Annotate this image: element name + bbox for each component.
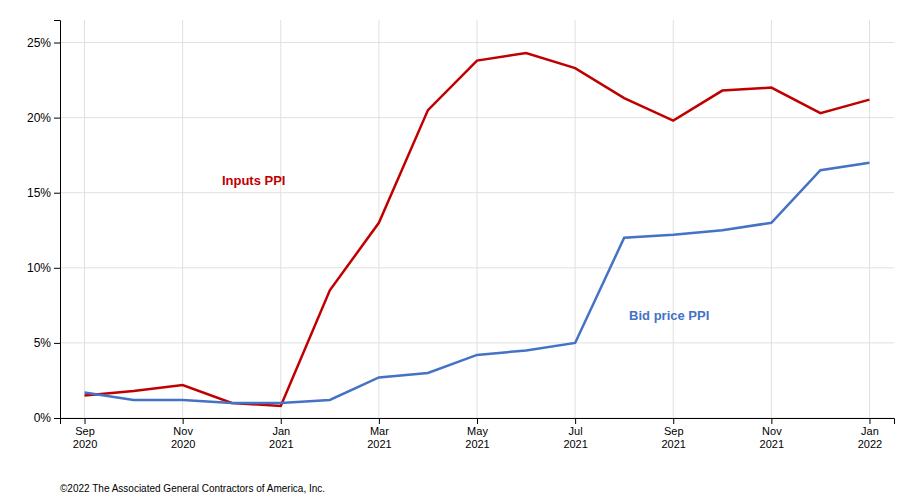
x-tick-mark — [673, 418, 674, 424]
annotations: Inputs PPI Bid price PPI — [222, 173, 709, 323]
x-tick: Nov2020 — [171, 418, 195, 450]
x-tick-label-line: 2021 — [563, 438, 587, 450]
x-tick: Nov2021 — [760, 418, 784, 450]
x-tick-mark — [183, 418, 184, 424]
x-tick-label: Sep2021 — [661, 425, 685, 450]
lines — [85, 53, 870, 406]
y-tick: 15% — [27, 186, 60, 200]
x-tick-label-line: Sep — [75, 425, 95, 437]
y-tick-mark — [54, 268, 60, 269]
x-tick-label: Jan2021 — [269, 425, 293, 450]
y-tick-mark — [54, 118, 60, 119]
x-tick-label-line: 2021 — [367, 438, 391, 450]
x-tick-label-line: May — [467, 425, 488, 437]
x-grid-line — [771, 20, 772, 418]
x-tick-mark — [379, 418, 380, 424]
x-tick-mark — [771, 418, 772, 424]
x-tick-label-line: 2020 — [171, 438, 195, 450]
x-tick-label-line: Jan — [861, 425, 879, 437]
x-tick-label-line: 2020 — [73, 438, 97, 450]
x-tick: Jan2021 — [269, 418, 293, 450]
annotation: Bid price PPI — [629, 308, 709, 323]
x-tick-mark — [869, 418, 870, 424]
x-tick: Sep2021 — [661, 418, 685, 450]
x-tick-label: Nov2021 — [760, 425, 784, 450]
y-tick-mark — [54, 193, 60, 194]
x-tick-label-line: 2022 — [858, 438, 882, 450]
x-tick-mark — [85, 418, 86, 424]
chart-container: 0%5%10%15%20%25%Sep2020Nov2020Jan2021Mar… — [0, 0, 919, 498]
chart-svg: 0%5%10%15%20%25%Sep2020Nov2020Jan2021Mar… — [0, 0, 919, 498]
x-tick-label: May2021 — [465, 425, 489, 450]
y-tick-label: 0% — [34, 411, 52, 425]
y-tick-mark — [54, 43, 60, 44]
y-tick-label: 25% — [27, 36, 51, 50]
annotation: Inputs PPI — [222, 173, 286, 188]
x-tick-mark — [575, 418, 576, 424]
x-tick: Mar2021 — [367, 418, 391, 450]
x-grid-line — [673, 20, 674, 418]
x-tick-label: Nov2020 — [171, 425, 195, 450]
x-tick-label: Mar2021 — [367, 425, 391, 450]
series-line — [85, 163, 870, 403]
y-tick-label: 15% — [27, 186, 51, 200]
x-grid-line — [477, 20, 478, 418]
y-tick: 0% — [34, 411, 60, 425]
x-grid-line — [182, 20, 183, 418]
plot-area: 0%5%10%15%20%25%Sep2020Nov2020Jan2021Mar… — [27, 20, 895, 450]
x-grid-line — [280, 20, 281, 418]
x-tick-label-line: 2021 — [465, 438, 489, 450]
x-tick-label-line: 2021 — [269, 438, 293, 450]
y-tick: 25% — [27, 36, 60, 50]
x-tick: May2021 — [465, 418, 489, 450]
x-tick-label: Sep2020 — [73, 425, 97, 450]
x-grid-line — [869, 20, 870, 418]
y-tick-mark — [54, 418, 60, 419]
x-tick: Jul2021 — [563, 418, 587, 450]
x-axis: Sep2020Nov2020Jan2021Mar2021May2021Jul20… — [61, 418, 895, 450]
y-tick-mark — [54, 343, 60, 344]
x-axis-line — [61, 419, 895, 425]
x-tick-label: Jul2021 — [563, 425, 587, 450]
y-tick-label: 20% — [27, 111, 51, 125]
x-tick-label-line: Sep — [664, 425, 684, 437]
y-tick: 20% — [27, 111, 60, 125]
series-line — [85, 53, 870, 406]
y-tick: 10% — [27, 261, 60, 275]
y-tick: 5% — [34, 336, 60, 350]
x-tick-label-line: Mar — [370, 425, 389, 437]
x-tick-label: Jan2022 — [858, 425, 882, 450]
x-tick-label-line: Jul — [569, 425, 583, 437]
x-tick-mark — [281, 418, 282, 424]
x-tick-label-line: Nov — [173, 425, 193, 437]
x-tick: Jan2022 — [858, 418, 882, 450]
grid — [60, 20, 894, 418]
y-tick-label: 10% — [27, 261, 51, 275]
y-axis-line — [54, 21, 61, 419]
x-tick-mark — [477, 418, 478, 424]
x-tick-label-line: 2021 — [661, 438, 685, 450]
x-tick: Sep2020 — [73, 418, 97, 450]
x-grid-line — [575, 20, 576, 418]
x-grid-line — [84, 20, 85, 418]
caption: ©2022 The Associated General Contractors… — [60, 483, 325, 494]
x-tick-label-line: 2021 — [760, 438, 784, 450]
y-axis: 0% 5% 10% 15% 20% 25% — [27, 21, 61, 426]
y-tick-label: 5% — [34, 336, 52, 350]
x-tick-label-line: Jan — [272, 425, 290, 437]
x-tick-label-line: Nov — [762, 425, 782, 437]
